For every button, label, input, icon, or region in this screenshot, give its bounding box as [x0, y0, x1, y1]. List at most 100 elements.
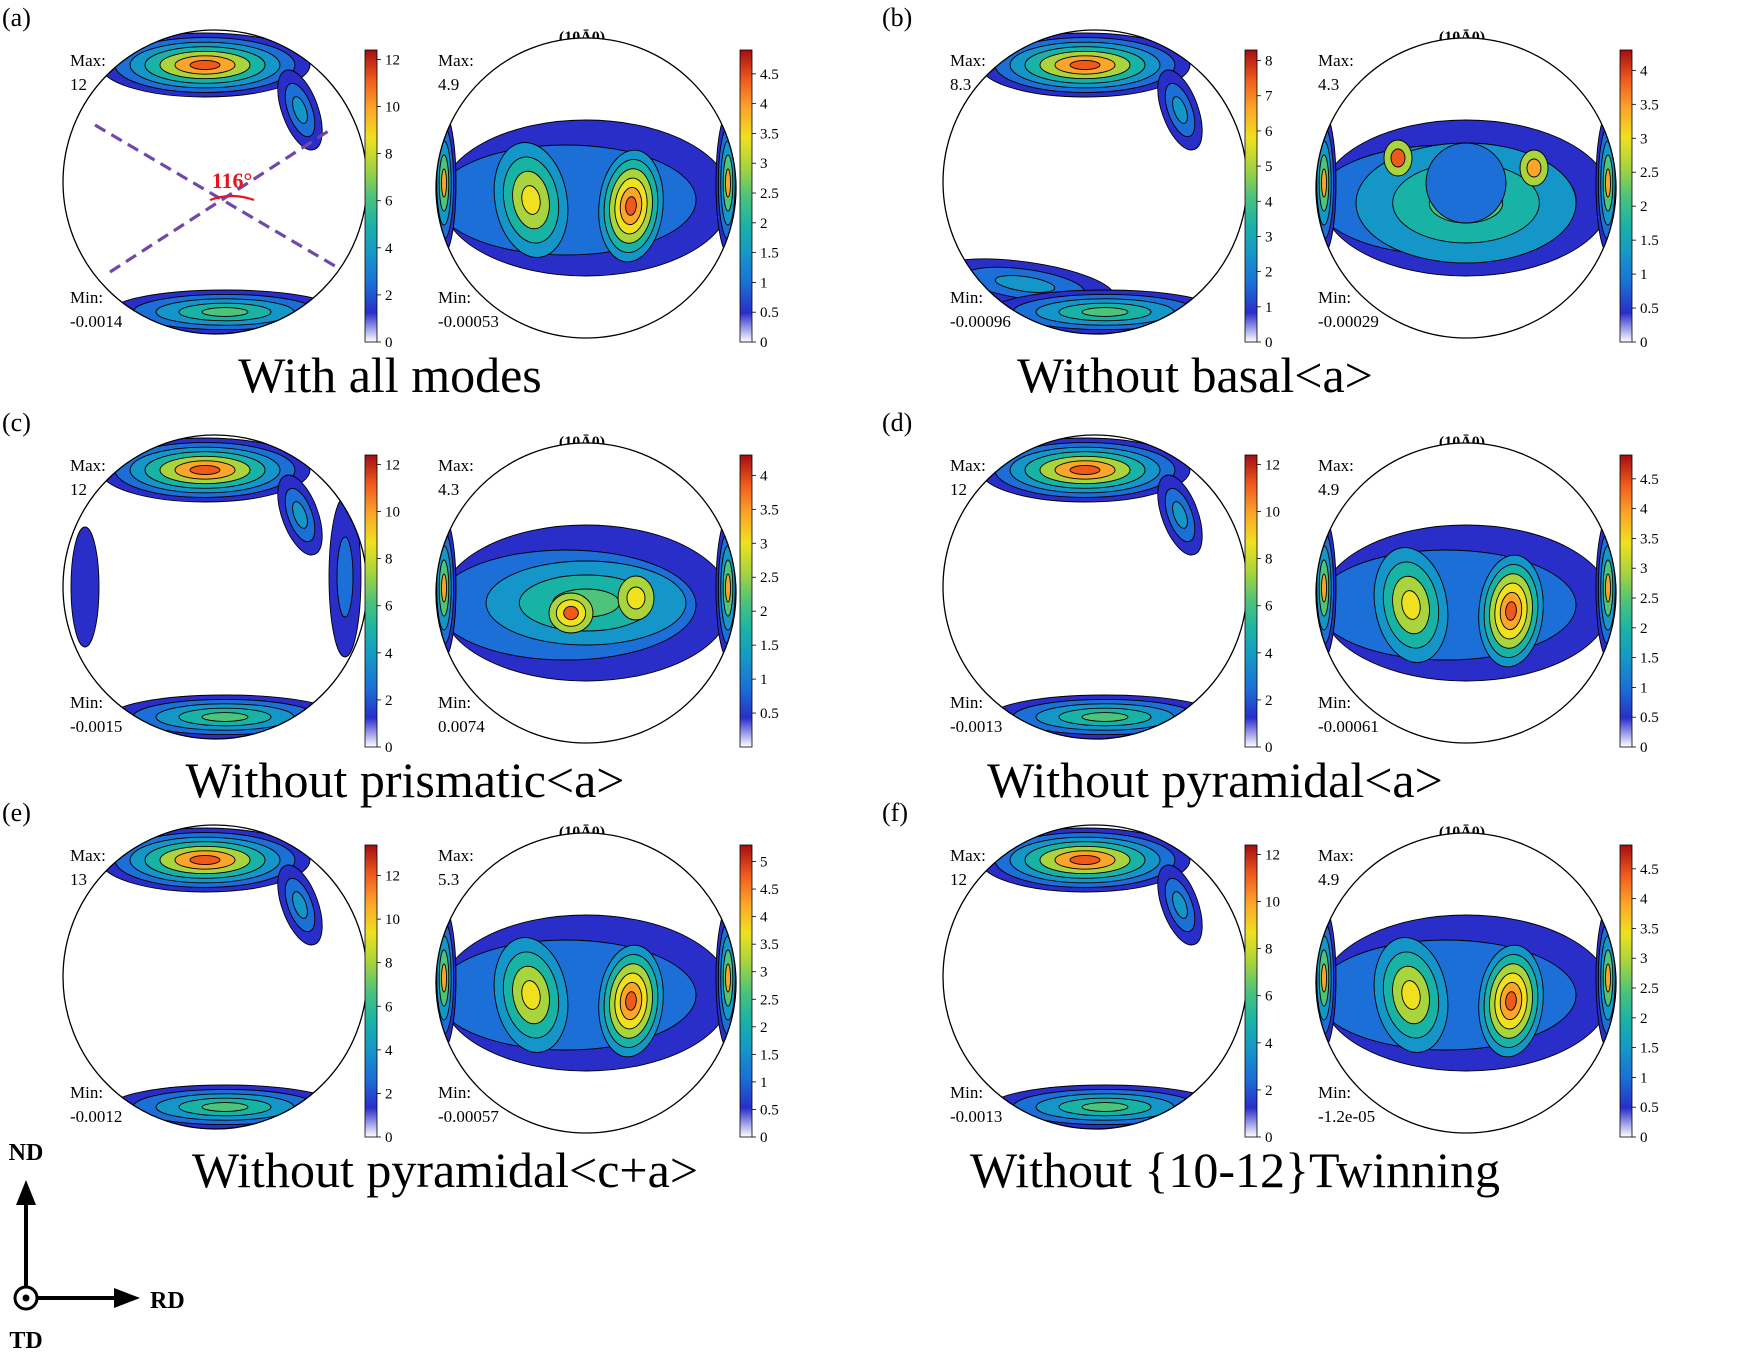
colorbar-tick-label: 2 [385, 1086, 393, 1102]
colorbar-tick-label: 0 [1640, 335, 1648, 351]
max-value: 12 [70, 480, 87, 499]
colorbar-bar [1619, 844, 1633, 1138]
prismatic-pole-peak [563, 605, 579, 621]
colorbar-tick-label: 10 [385, 100, 400, 116]
colorbar-tick-label: 3 [1640, 131, 1648, 147]
panel-caption: Without {10-12}Twinning [970, 1142, 1500, 1198]
colorbar-bar [364, 49, 378, 343]
colorbar-tick-label: 8 [385, 956, 393, 972]
colorbar-tick-label: 2 [1265, 265, 1273, 281]
pole-figure-prismatic: (10Ā0)Max:5.3Min:-0.0005700.511.522.533.… [435, 823, 779, 1146]
basal-pole-cluster-top [1069, 59, 1101, 71]
min-label: Min: [70, 693, 103, 712]
colorbar-bar [1619, 49, 1633, 343]
min-label: Min: [438, 288, 471, 307]
coordinate-axes: ND RD TD [9, 1140, 185, 1354]
colorbar-tick-label: 2.5 [1640, 591, 1659, 607]
colorbar-tick-label: 0.5 [760, 1102, 779, 1118]
colorbar-tick-label: 0.5 [760, 706, 779, 722]
prismatic-pole-edge [1605, 573, 1611, 603]
colorbar-tick-label: 3.5 [1640, 921, 1659, 937]
max-label: Max: [1318, 846, 1354, 865]
pole-figure-contours [1316, 443, 1616, 743]
colorbar-tick-label: 2 [1640, 621, 1648, 637]
pole-figure-prismatic: (10Ā0)Max:4.9Min:-1.2e-0500.511.522.533.… [1315, 823, 1659, 1146]
colorbar-bar [1244, 454, 1258, 748]
basal-pole-cluster-side [292, 96, 308, 124]
basal-pole-cluster-side [70, 526, 100, 648]
colorbar-tick-label: 12 [385, 52, 400, 68]
basal-pole-cluster-side [1172, 96, 1188, 124]
colorbar: 0 0.5 1 1.5 2 2.5 3 3.5 4 4.5 5 [739, 844, 779, 1146]
colorbar-tick-label: 3.5 [760, 126, 779, 142]
colorbar-tick-label: 6 [1265, 989, 1273, 1005]
colorbar-tick-label: 3 [1265, 229, 1273, 245]
pole-figure-contours [436, 833, 736, 1133]
colorbar-tick-label: 2 [385, 288, 393, 304]
colorbar-tick-label: 3 [1640, 951, 1648, 967]
panel-label: (e) [2, 798, 31, 827]
colorbar-tick-label: 4.5 [760, 67, 779, 83]
colorbar-tick-label: 4 [760, 468, 768, 484]
colorbar-bar [364, 844, 378, 1138]
min-value: -0.00029 [1318, 312, 1379, 331]
panel-caption: Without prismatic<a> [185, 752, 624, 808]
colorbar-tick-label: 4 [1265, 646, 1273, 662]
max-value: 12 [950, 480, 967, 499]
colorbar-tick-label: 12 [1265, 457, 1280, 473]
pole-figure-outline [1315, 37, 1617, 339]
colorbar-tick-label: 3 [760, 965, 768, 981]
colorbar-tick-label: 0.5 [1640, 710, 1659, 726]
max-label: Max: [950, 51, 986, 70]
colorbar-tick-label: 12 [385, 869, 400, 885]
colorbar-tick-label: 6 [1265, 599, 1273, 615]
panel-label: (f) [882, 798, 908, 827]
panel: (a)(0001)Max:12Min:-0.0014024681012(10Ā0… [2, 3, 779, 351]
pole-figure-contours [1316, 833, 1616, 1133]
colorbar-bar [739, 844, 753, 1138]
colorbar-tick-label: 6 [385, 194, 393, 210]
colorbar-tick-label: 6 [385, 599, 393, 615]
colorbar-tick-label: 1.5 [760, 638, 779, 654]
colorbar-tick-label: 10 [385, 505, 400, 521]
basal-pole-cluster-bottom [201, 712, 249, 722]
panel-label: (d) [882, 408, 912, 437]
min-value: -0.00053 [438, 312, 499, 331]
colorbar-tick-label: 1 [760, 672, 768, 688]
colorbar-tick-label: 10 [1265, 895, 1280, 911]
max-value: 12 [70, 75, 87, 94]
colorbar-tick-label: 0 [1265, 740, 1273, 756]
basal-pole-cluster-side [336, 536, 354, 618]
colorbar-tick-label: 0 [385, 1130, 393, 1146]
basal-pole-cluster-top [189, 59, 221, 71]
colorbar-tick-label: 4 [1640, 892, 1648, 908]
max-label: Max: [438, 456, 474, 475]
colorbar: 0 0.5 1 1.5 2 2.5 3 3.5 4 4.5 [739, 49, 779, 351]
prismatic-pole-peak [1505, 601, 1517, 621]
prismatic-pole-edge [725, 573, 731, 603]
colorbar-tick-label: 5 [760, 855, 768, 871]
colorbar-tick-label: 1.5 [1640, 651, 1659, 667]
colorbar-tick-label: 4 [760, 910, 768, 926]
colorbar-tick-label: 4 [1640, 502, 1648, 518]
basal-pole-cluster-bottom [994, 275, 1056, 293]
colorbar-tick-label: 4.5 [1640, 862, 1659, 878]
prismatic-pole-edge [441, 168, 447, 198]
prismatic-pole-peak [626, 586, 646, 610]
prismatic-pole-peak [521, 980, 541, 1010]
min-value: -0.00096 [950, 312, 1011, 331]
colorbar-tick-label: 5 [1265, 159, 1273, 175]
colorbar-tick-label: 0 [1640, 1130, 1648, 1146]
colorbar-tick-label: 1 [760, 1075, 768, 1091]
colorbar-tick-label: 4 [1640, 63, 1648, 79]
pole-figure-outline [435, 832, 737, 1134]
colorbar-bar [739, 49, 753, 343]
panel-caption: Without basal<a> [1017, 347, 1373, 403]
max-label: Max: [70, 456, 106, 475]
panel: (b)(0001)Max:8.3Min:-0.00096012345678(10… [882, 3, 1659, 351]
colorbar-tick-label: 0 [760, 335, 768, 351]
colorbar-tick-label: 2 [1640, 1011, 1648, 1027]
